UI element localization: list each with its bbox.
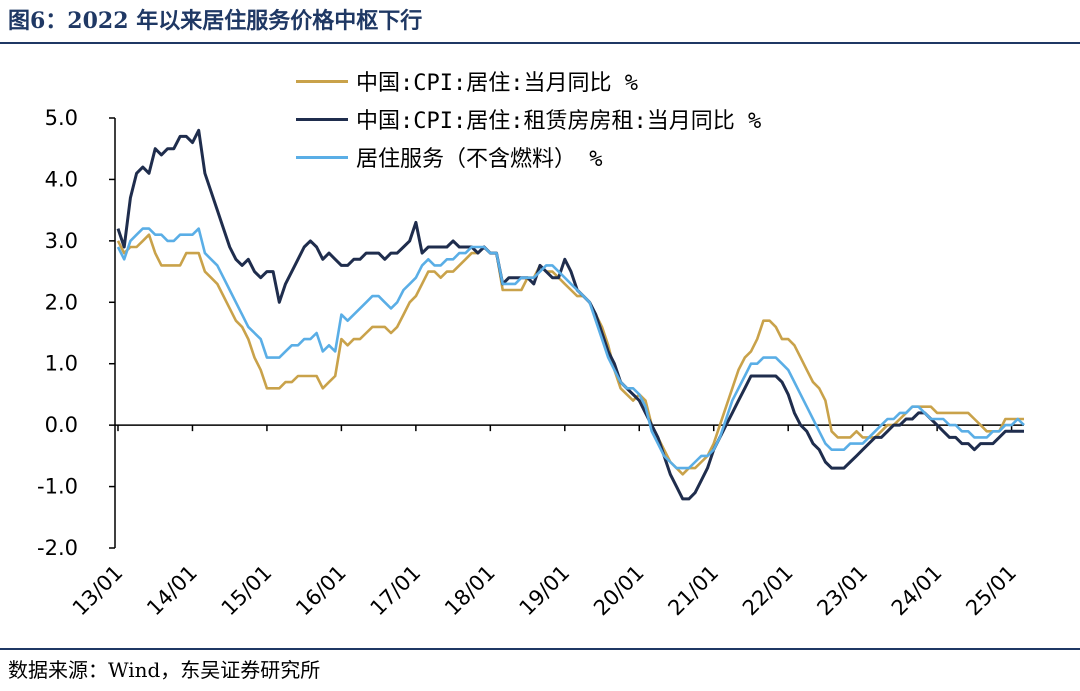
x-axis: 13/01 14/01 15/01 16/01 17/01 18/01 19/01 20/01… <box>68 424 1024 621</box>
x-tick-label: 19/01 <box>515 561 575 621</box>
x-tick-label: 23/01 <box>812 561 872 621</box>
title-divider <box>0 42 1080 44</box>
x-tick-label: 21/01 <box>663 561 723 621</box>
x-tick-label: 20/01 <box>589 561 649 621</box>
y-tick-label: 0.0 <box>45 413 78 437</box>
x-tick-label: 24/01 <box>887 561 947 621</box>
series-layer <box>116 128 1025 501</box>
y-tick-label: 1.0 <box>45 352 78 376</box>
legend-item-series-1: 中国:CPI:居住:当月同比 % <box>296 62 761 100</box>
series-line-2 <box>116 128 1024 501</box>
y-tick-label: 2.0 <box>45 290 78 314</box>
legend-item-series-3: 居住服务（不含燃料） % <box>296 138 761 176</box>
source-divider <box>0 648 1080 650</box>
legend-label-1: 中国:CPI:居住:当月同比 % <box>356 71 638 96</box>
line-chart: 5.0 4.0 3.0 2.0 1.0 0.0 -1.0 -2.0 13/01 14/01 15/… <box>37 106 1025 621</box>
legend-swatch-2 <box>296 117 348 121</box>
x-tick-label: 25/01 <box>961 561 1021 621</box>
legend-swatch-3 <box>296 155 348 159</box>
x-tick-label: 16/01 <box>291 561 351 621</box>
y-axis: 5.0 4.0 3.0 2.0 1.0 0.0 -1.0 -2.0 <box>37 106 116 560</box>
y-tick-label: -1.0 <box>37 475 78 499</box>
y-tick-label: 3.0 <box>45 229 78 253</box>
y-tick-label: -2.0 <box>37 536 78 560</box>
figure-title: 图6：2022 年以来居住服务价格中枢下行 <box>8 8 423 34</box>
x-tick-label: 13/01 <box>68 561 128 621</box>
legend-label-3: 居住服务（不含燃料） % <box>356 147 603 172</box>
series-line-3 <box>116 227 1025 470</box>
x-tick-label: 22/01 <box>738 561 798 621</box>
x-tick-label: 14/01 <box>142 561 202 621</box>
chart-legend: 中国:CPI:居住:当月同比 % 中国:CPI:居住:租赁房房租:当月同比 % … <box>296 62 761 176</box>
x-tick-label: 17/01 <box>366 561 426 621</box>
legend-item-series-2: 中国:CPI:居住:租赁房房租:当月同比 % <box>296 100 761 138</box>
x-tick-label: 15/01 <box>217 561 277 621</box>
y-tick-label: 5.0 <box>45 106 78 130</box>
source-note: 数据来源：Wind，东吴证券研究所 <box>8 658 321 682</box>
legend-swatch-1 <box>296 79 348 83</box>
legend-label-2: 中国:CPI:居住:租赁房房租:当月同比 % <box>356 109 762 134</box>
y-tick-label: 4.0 <box>45 167 78 191</box>
x-tick-label: 18/01 <box>440 561 500 621</box>
